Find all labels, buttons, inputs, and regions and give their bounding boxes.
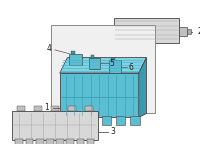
- Bar: [91, 55, 94, 58]
- Bar: [102, 116, 111, 125]
- Bar: [51, 25, 155, 113]
- Text: 2: 2: [197, 27, 200, 36]
- Bar: [179, 27, 187, 36]
- Bar: [77, 139, 84, 146]
- Bar: [56, 139, 64, 146]
- Bar: [87, 139, 94, 146]
- Bar: [85, 106, 93, 111]
- Bar: [71, 51, 75, 54]
- Bar: [116, 116, 125, 125]
- Bar: [130, 116, 140, 125]
- Polygon shape: [60, 58, 146, 73]
- Bar: [15, 139, 23, 146]
- Bar: [114, 18, 179, 43]
- Bar: [109, 60, 121, 73]
- Bar: [46, 139, 54, 146]
- Text: 5: 5: [109, 59, 114, 68]
- Bar: [36, 139, 44, 146]
- Bar: [17, 106, 25, 111]
- Bar: [73, 116, 83, 125]
- Polygon shape: [139, 58, 146, 117]
- Bar: [89, 58, 100, 69]
- Bar: [66, 139, 74, 146]
- Bar: [87, 116, 97, 125]
- Text: 3: 3: [110, 127, 115, 136]
- Bar: [68, 106, 76, 111]
- Bar: [51, 106, 59, 111]
- Bar: [187, 29, 191, 34]
- Text: 6: 6: [129, 63, 133, 72]
- Bar: [26, 139, 33, 146]
- Text: 4: 4: [47, 44, 52, 53]
- Bar: [69, 54, 82, 65]
- Bar: [34, 106, 42, 111]
- Bar: [111, 58, 115, 60]
- Bar: [60, 73, 139, 117]
- Text: 1: 1: [44, 103, 49, 112]
- Bar: [59, 116, 68, 125]
- Bar: [12, 111, 98, 140]
